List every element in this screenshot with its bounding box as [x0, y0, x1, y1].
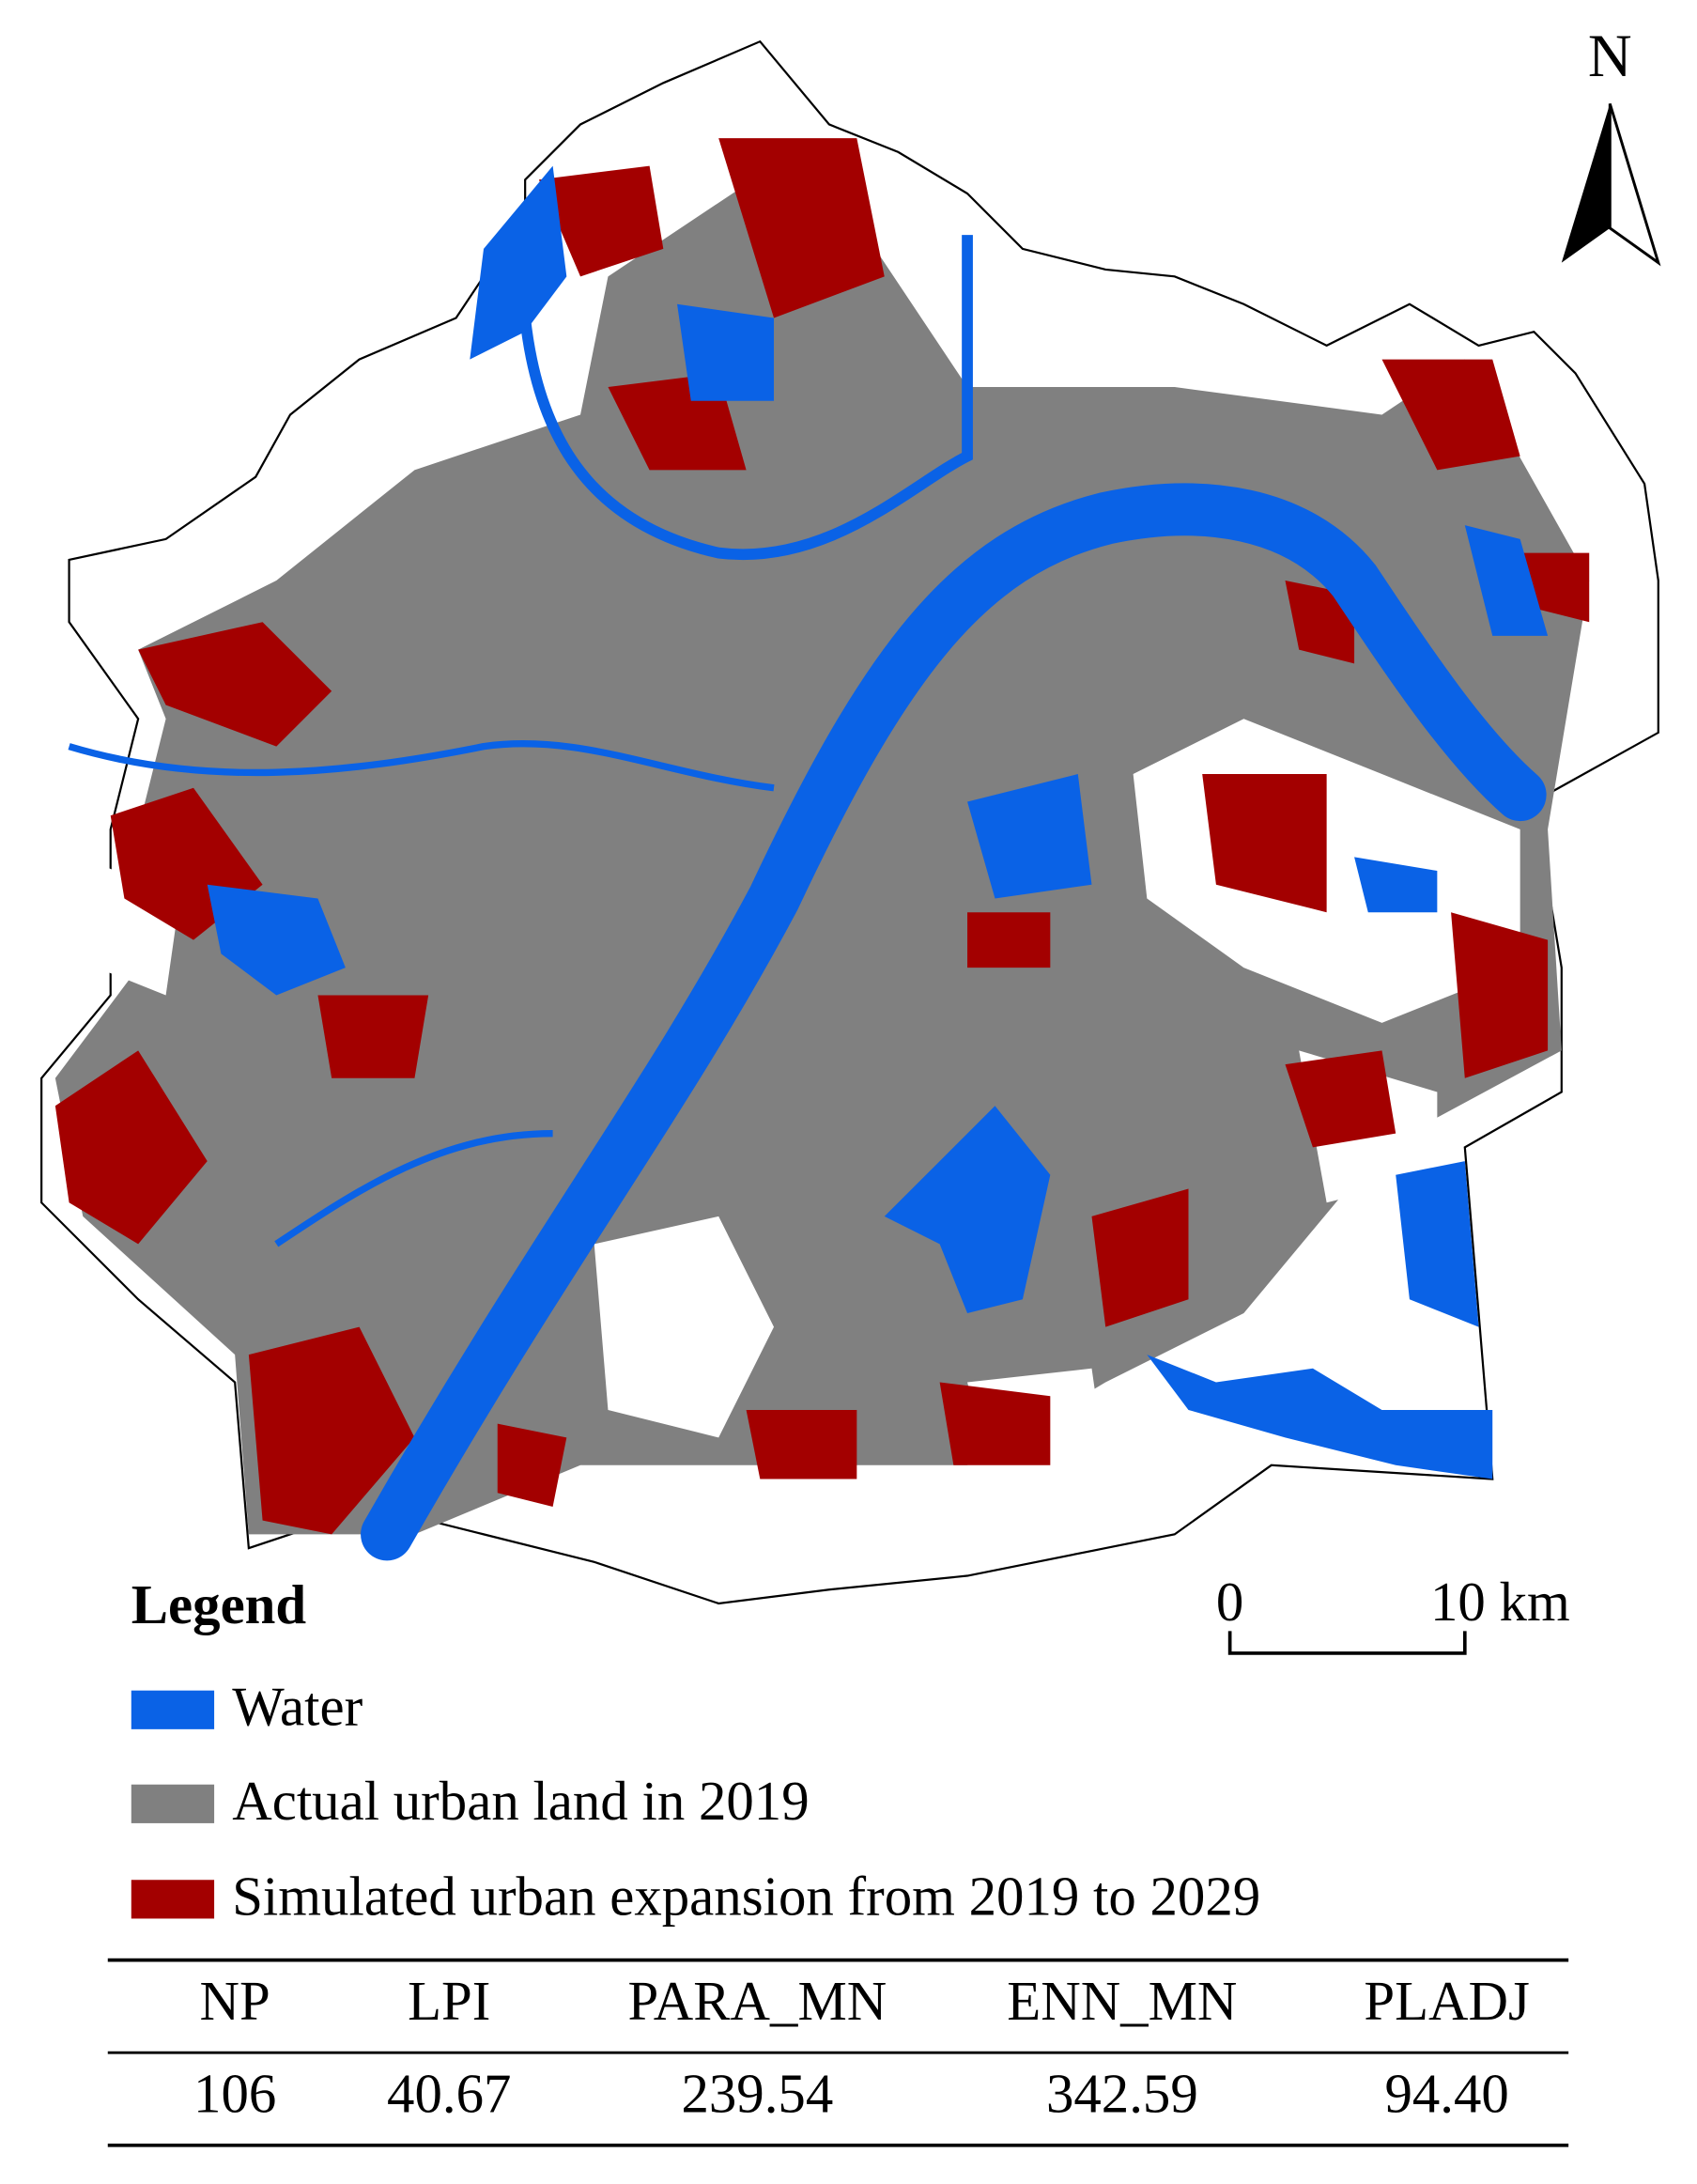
north-arrow: N	[1561, 23, 1661, 267]
scale-bar: 0 10 km	[1216, 1572, 1570, 1655]
lakes	[207, 165, 1549, 1479]
table-cell: 106	[193, 2064, 276, 2125]
scale-label: 0	[1216, 1572, 1243, 1633]
legend-label: Simulated urban expansion from 2019 to 2…	[232, 1866, 1260, 1927]
legend-label: Actual urban land in 2019	[232, 1771, 809, 1832]
table-cell: 342.59	[1046, 2064, 1198, 2125]
table-header: PLADJ	[1364, 1971, 1530, 2032]
legend-label: Water	[232, 1677, 363, 1738]
legend: Legend Water Actual urban land in 2019 S…	[131, 1574, 1260, 1927]
legend-title: Legend	[131, 1574, 307, 1635]
north-label: N	[1588, 23, 1632, 90]
table-header: LPI	[408, 1971, 490, 2032]
table-header: ENN_MN	[1007, 1971, 1237, 2032]
map	[40, 39, 1659, 1605]
water	[68, 235, 1547, 1561]
table-header: NP	[200, 1971, 270, 2032]
table-cell: 239.54	[681, 2064, 833, 2125]
simulated-expansion	[54, 138, 1590, 1535]
table-cell: 40.67	[387, 2064, 511, 2125]
scale-label: 10 km	[1430, 1572, 1570, 1633]
table-header: PARA_MN	[627, 1971, 887, 2032]
legend-swatch	[131, 1880, 215, 1919]
table-cell: 94.40	[1384, 2064, 1508, 2125]
metrics-table: NP LPI PARA_MN ENN_MN PLADJ 106 40.67 239.54 342…	[107, 1958, 1569, 2147]
legend-swatch	[131, 1690, 215, 1729]
legend-swatch	[131, 1784, 215, 1823]
